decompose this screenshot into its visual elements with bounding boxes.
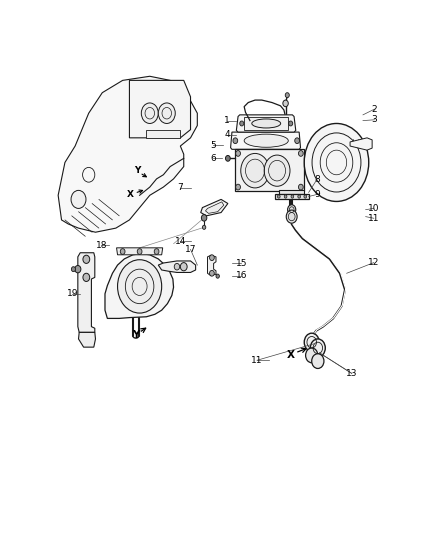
Text: Y: Y <box>132 330 139 340</box>
Text: X: X <box>286 350 295 360</box>
Text: 10: 10 <box>368 204 380 213</box>
Circle shape <box>298 195 300 198</box>
Circle shape <box>304 333 319 351</box>
Circle shape <box>209 270 214 276</box>
Circle shape <box>312 354 324 368</box>
Circle shape <box>120 248 125 254</box>
Circle shape <box>304 195 307 198</box>
Polygon shape <box>117 248 162 255</box>
Circle shape <box>304 124 369 201</box>
Ellipse shape <box>252 119 281 128</box>
Polygon shape <box>208 255 216 276</box>
Circle shape <box>277 195 280 198</box>
Circle shape <box>141 103 158 124</box>
Polygon shape <box>275 195 309 199</box>
Text: 14: 14 <box>175 237 186 246</box>
Circle shape <box>306 348 318 363</box>
Circle shape <box>283 100 288 107</box>
Circle shape <box>286 210 297 223</box>
Circle shape <box>285 93 290 98</box>
Circle shape <box>236 184 240 190</box>
Text: X: X <box>127 190 134 199</box>
Text: 6: 6 <box>210 154 216 163</box>
Text: 8: 8 <box>314 175 320 184</box>
Polygon shape <box>237 115 296 132</box>
Circle shape <box>137 248 142 254</box>
Circle shape <box>226 156 230 161</box>
Circle shape <box>154 248 159 254</box>
Circle shape <box>291 195 294 198</box>
Text: Y: Y <box>134 166 140 175</box>
Circle shape <box>174 263 180 270</box>
Circle shape <box>264 155 290 186</box>
Polygon shape <box>78 333 95 347</box>
Text: 19: 19 <box>67 289 78 298</box>
Circle shape <box>202 225 206 229</box>
Text: 2: 2 <box>372 104 377 114</box>
Polygon shape <box>235 149 304 191</box>
Circle shape <box>240 121 244 126</box>
Circle shape <box>236 150 240 156</box>
Polygon shape <box>130 80 191 138</box>
Text: 11: 11 <box>251 356 263 365</box>
Text: 16: 16 <box>236 271 247 280</box>
Text: 9: 9 <box>314 190 320 199</box>
Circle shape <box>201 215 207 221</box>
Circle shape <box>241 154 269 188</box>
Text: 15: 15 <box>236 259 247 268</box>
Circle shape <box>216 274 219 278</box>
Circle shape <box>83 255 90 263</box>
Circle shape <box>71 190 86 208</box>
Circle shape <box>284 195 287 198</box>
Text: 13: 13 <box>346 369 357 378</box>
Circle shape <box>288 205 296 215</box>
Text: 4: 4 <box>224 130 230 139</box>
Circle shape <box>158 103 175 124</box>
Text: 3: 3 <box>371 115 378 124</box>
Polygon shape <box>350 138 372 150</box>
Polygon shape <box>230 132 300 149</box>
Text: 17: 17 <box>185 245 196 254</box>
Polygon shape <box>201 199 228 216</box>
Circle shape <box>209 255 214 261</box>
Circle shape <box>233 138 238 143</box>
Text: 18: 18 <box>96 241 107 250</box>
Circle shape <box>180 263 187 271</box>
Polygon shape <box>205 202 224 213</box>
Text: 12: 12 <box>368 258 379 267</box>
Polygon shape <box>279 190 304 195</box>
Circle shape <box>71 266 75 272</box>
Circle shape <box>117 260 162 313</box>
Polygon shape <box>146 130 180 138</box>
Polygon shape <box>158 261 196 272</box>
Polygon shape <box>78 253 95 333</box>
Polygon shape <box>105 254 173 318</box>
Polygon shape <box>58 76 197 232</box>
Circle shape <box>75 265 81 273</box>
Text: 1: 1 <box>224 116 230 125</box>
Circle shape <box>298 150 303 156</box>
Circle shape <box>311 339 325 357</box>
Circle shape <box>295 138 300 143</box>
Text: 5: 5 <box>210 141 216 150</box>
Circle shape <box>289 121 293 126</box>
Polygon shape <box>244 117 288 130</box>
Circle shape <box>298 184 303 190</box>
Ellipse shape <box>244 134 288 147</box>
Text: 7: 7 <box>177 183 183 192</box>
Text: 11: 11 <box>368 214 380 223</box>
Circle shape <box>83 273 90 281</box>
